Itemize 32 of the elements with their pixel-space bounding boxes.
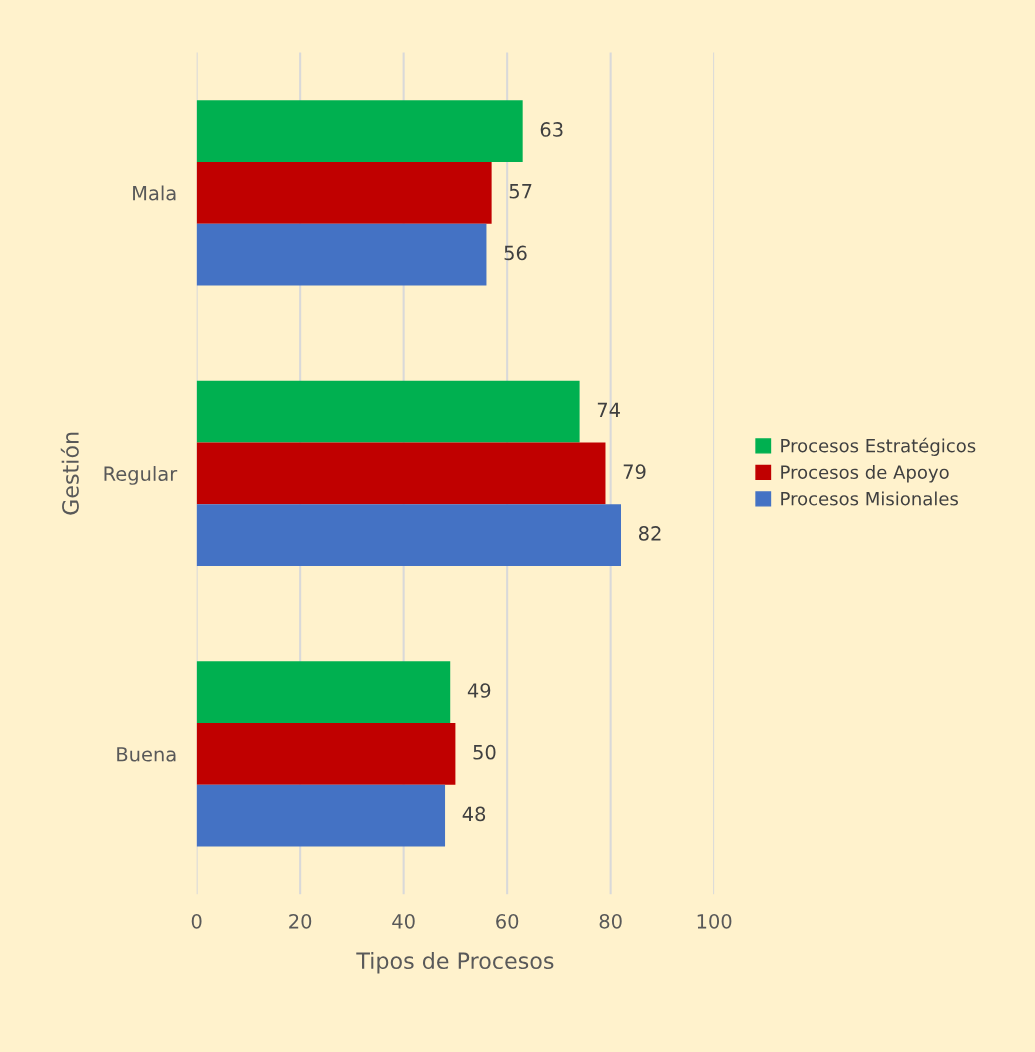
x-tick-label: 100 <box>697 913 732 929</box>
legend-label: Procesos de Apoyo <box>781 465 949 483</box>
bar <box>196 784 446 847</box>
bar <box>196 723 456 785</box>
x-axis-title: Tipos de Procesos <box>356 951 554 974</box>
bar <box>196 442 606 505</box>
bar <box>196 100 523 163</box>
data-label: 79 <box>623 464 646 480</box>
x-tick-label: 80 <box>599 913 622 929</box>
data-label: 74 <box>597 402 620 418</box>
y-tick-label: Mala <box>133 185 176 201</box>
data-label: 57 <box>509 184 532 199</box>
data-label: 63 <box>540 122 563 137</box>
data-label: 48 <box>462 806 486 822</box>
bar <box>196 162 492 224</box>
x-tick-label: 0 <box>191 913 202 929</box>
x-tick-label: 20 <box>289 913 312 929</box>
legend-label: Procesos Estratégicos <box>781 437 976 456</box>
data-label: 50 <box>473 744 496 760</box>
bar <box>196 380 580 443</box>
bar <box>196 661 451 724</box>
data-label: 56 <box>504 245 527 261</box>
bar <box>196 504 621 566</box>
x-tick-label: 40 <box>392 913 415 929</box>
bar <box>196 223 487 286</box>
x-tick-label: 60 <box>496 913 519 929</box>
y-axis-title: Gestión <box>60 432 79 515</box>
legend-label: Procesos Misionales <box>781 491 958 506</box>
y-tick-label: Regular <box>104 466 178 485</box>
data-label: 49 <box>467 683 491 698</box>
y-tick-label: Buena <box>117 747 176 762</box>
data-label: 82 <box>638 526 661 541</box>
